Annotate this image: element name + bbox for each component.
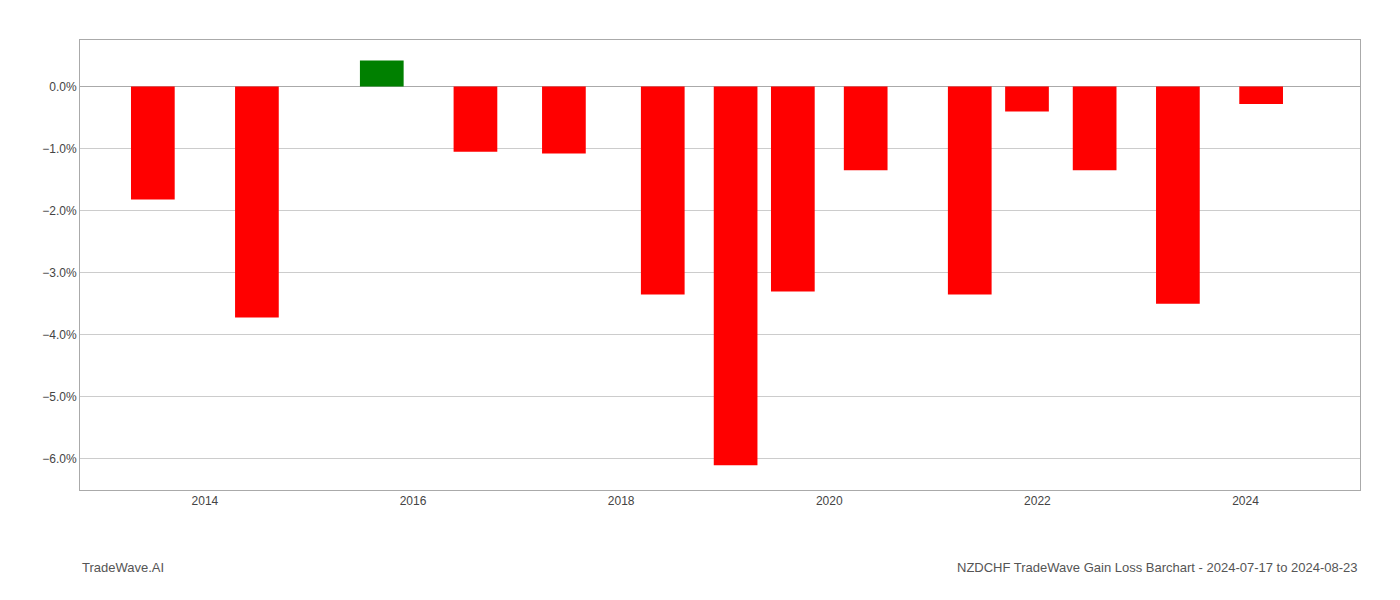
svg-text:2018: 2018	[608, 494, 635, 508]
svg-text:2024: 2024	[1232, 494, 1259, 508]
svg-text:−2.0%: −2.0%	[42, 204, 77, 218]
svg-text:2022: 2022	[1024, 494, 1051, 508]
svg-text:−6.0%: −6.0%	[42, 452, 77, 466]
svg-text:0.0%: 0.0%	[49, 80, 77, 94]
svg-text:−1.0%: −1.0%	[42, 142, 77, 156]
svg-text:−3.0%: −3.0%	[42, 266, 77, 280]
svg-text:TradeWave.AI: TradeWave.AI	[82, 560, 164, 575]
svg-text:NZDCHF TradeWave Gain Loss Bar: NZDCHF TradeWave Gain Loss Barchart - 20…	[957, 560, 1358, 575]
svg-text:−4.0%: −4.0%	[42, 328, 77, 342]
svg-text:2016: 2016	[400, 494, 427, 508]
svg-text:2014: 2014	[192, 494, 219, 508]
svg-text:2020: 2020	[816, 494, 843, 508]
svg-text:−5.0%: −5.0%	[42, 390, 77, 404]
